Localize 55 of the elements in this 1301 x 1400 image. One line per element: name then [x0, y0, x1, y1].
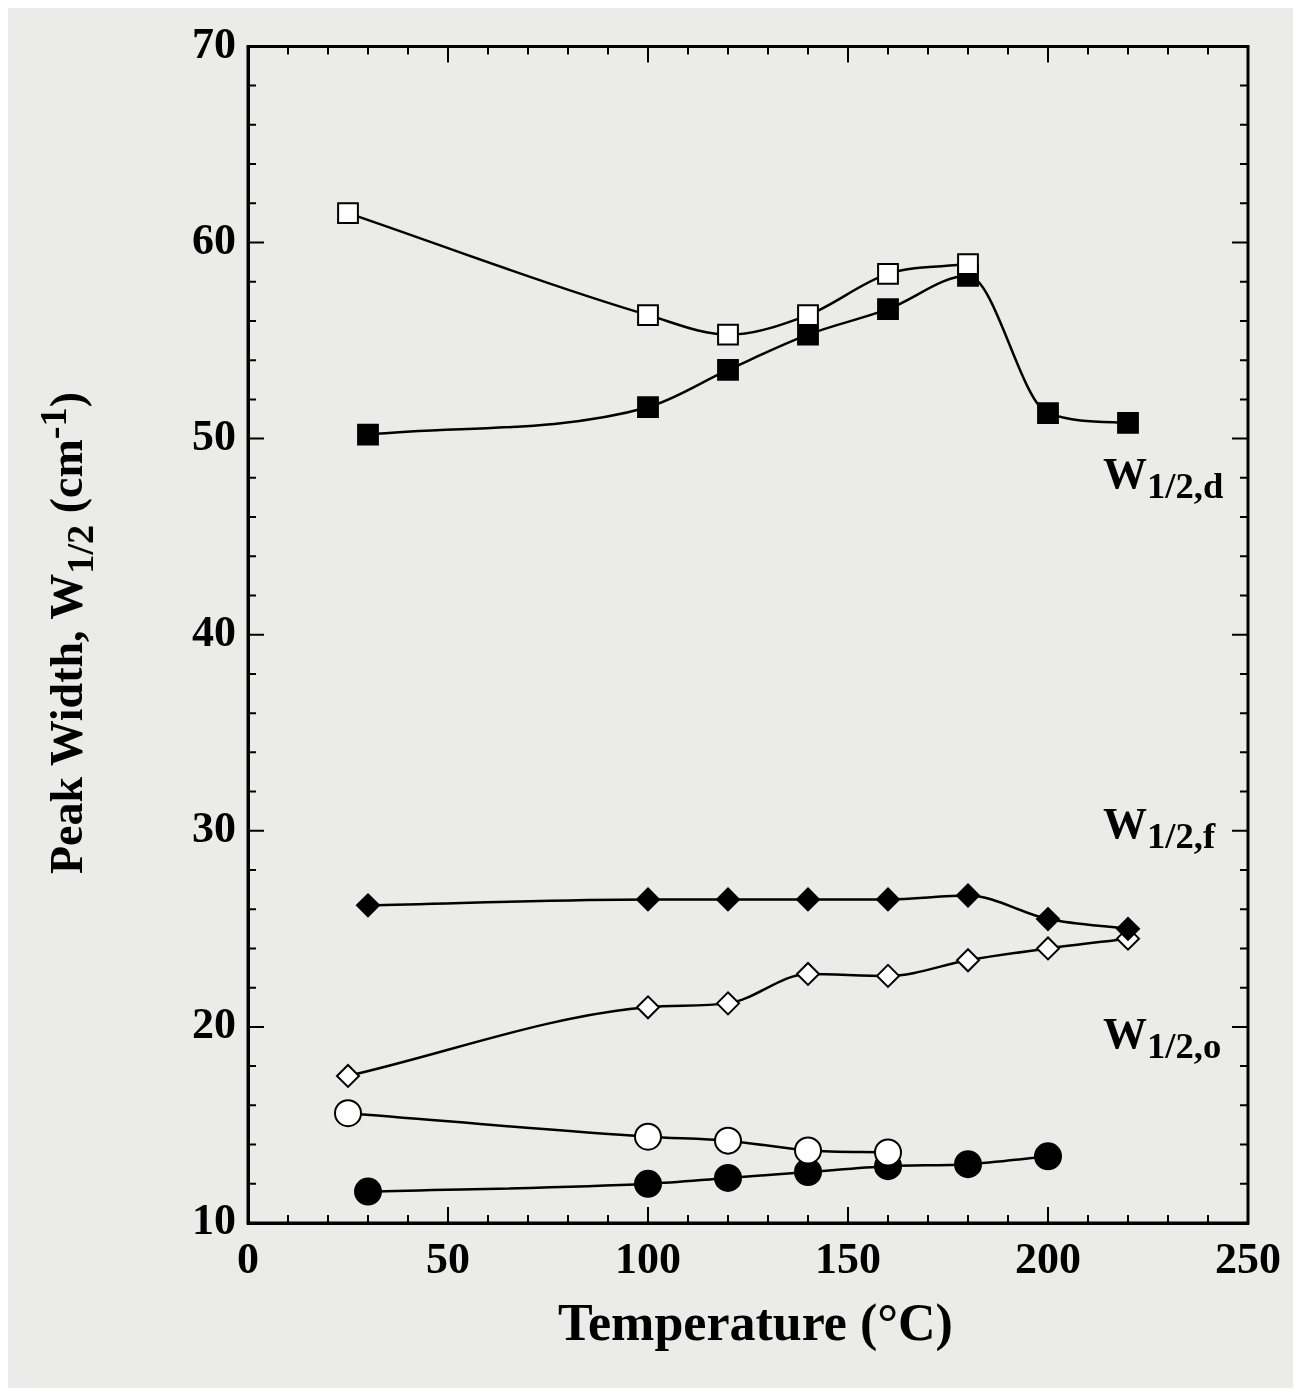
point [636, 887, 660, 912]
x-tick-label: 0 [237, 1233, 259, 1283]
point [716, 887, 740, 912]
point [1117, 412, 1139, 434]
y-tick-label: 30 [192, 803, 236, 853]
point [876, 887, 900, 912]
point [714, 1163, 742, 1192]
point [717, 359, 739, 381]
y-tick-label: 70 [192, 18, 236, 68]
point [1116, 916, 1140, 941]
point [954, 1150, 982, 1179]
point [357, 423, 379, 446]
y-tick-label: 60 [192, 214, 236, 264]
y-tick-label: 10 [192, 1195, 236, 1245]
point [354, 1177, 382, 1206]
point [634, 1169, 662, 1198]
x-tick-label: 200 [1015, 1233, 1081, 1283]
annotation: W$_{1/2,o}$ [1103, 1008, 1222, 1067]
point [1034, 1142, 1062, 1171]
point [797, 323, 819, 346]
point [956, 883, 980, 908]
y-tick-label: 50 [192, 410, 236, 460]
point [636, 995, 660, 1020]
point [637, 396, 659, 419]
point [877, 298, 899, 321]
x-tick-label: 250 [1215, 1233, 1281, 1283]
annotation: W$_{1/2,f}$ [1103, 798, 1216, 857]
annotation: W$_{1/2,d}$ [1103, 448, 1224, 507]
point [876, 963, 900, 988]
point [1036, 907, 1060, 932]
x-tick-label: 100 [615, 1233, 681, 1283]
point [1036, 936, 1060, 961]
point [634, 1122, 662, 1151]
x-tick-label: 150 [815, 1233, 881, 1283]
x-axis-title: Temperature (°C) [557, 1293, 954, 1352]
point [337, 202, 359, 224]
point [637, 304, 659, 326]
point [356, 893, 380, 918]
point [874, 1138, 902, 1167]
point [334, 1099, 362, 1128]
point [717, 323, 739, 346]
point [796, 887, 820, 912]
x-tick-label: 50 [426, 1233, 470, 1283]
point [1037, 402, 1059, 425]
point [794, 1136, 822, 1165]
point [797, 304, 819, 326]
point [877, 262, 899, 285]
point [714, 1126, 742, 1155]
point [956, 948, 980, 973]
y-tick-label: 20 [192, 999, 236, 1049]
y-tick-label: 40 [192, 607, 236, 657]
point [336, 1063, 360, 1088]
point [716, 991, 740, 1016]
point [957, 253, 979, 275]
point [796, 961, 820, 986]
